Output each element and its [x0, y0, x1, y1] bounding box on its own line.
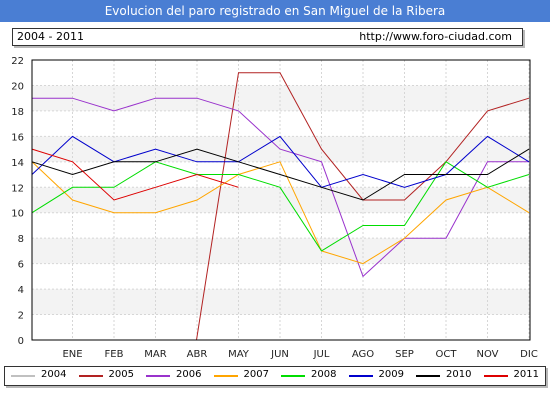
- x-tick-label: MAY: [228, 349, 250, 360]
- grid-band: [32, 314, 530, 340]
- y-tick-label: 8: [18, 234, 24, 245]
- y-tick-label: 18: [11, 107, 24, 118]
- y-tick-label: 20: [11, 81, 24, 92]
- legend-label: 2006: [176, 369, 202, 380]
- grid-band: [32, 110, 530, 137]
- legend-label: 2008: [311, 369, 337, 380]
- y-axis-ticks: 0 2 4 6 8 10 12 14 16 18 20 22: [11, 56, 24, 347]
- grid-band: [32, 85, 530, 111]
- x-tick-label: AGO: [352, 349, 374, 360]
- period-label: 2004 - 2011: [17, 30, 84, 43]
- legend-swatch: [483, 375, 508, 377]
- y-tick-label: 22: [11, 56, 24, 67]
- y-tick-label: 10: [11, 209, 24, 220]
- series-line-2010: [31, 148, 530, 201]
- x-tick-label: FEB: [105, 349, 124, 360]
- x-tick-label: MAR: [144, 349, 166, 360]
- y-tick-label: 16: [11, 132, 24, 143]
- legend-swatch: [348, 375, 373, 377]
- y-tick-label: 6: [18, 260, 24, 271]
- grid-band: [32, 238, 530, 264]
- grid-band: [32, 187, 530, 213]
- legend-swatch: [416, 375, 440, 377]
- x-tick-label: OCT: [436, 349, 458, 360]
- legend-label: 2007: [243, 369, 269, 380]
- series-line-2006: [32, 97, 529, 278]
- legend-swatch: [11, 375, 35, 377]
- x-tick-label: SEP: [395, 349, 414, 360]
- source-url: http://www.foro-ciudad.com: [359, 30, 512, 43]
- legend-swatch: [213, 375, 238, 377]
- info-box: 2004 - 2011 http://www.foro-ciudad.com: [12, 28, 523, 46]
- y-tick-label: 0: [18, 336, 24, 347]
- x-tick-label: NOV: [476, 349, 498, 360]
- y-tick-label: 12: [11, 183, 24, 194]
- legend-label: 2011: [513, 369, 539, 380]
- legend-label: 2010: [446, 369, 472, 380]
- x-tick-label: ENE: [62, 349, 82, 360]
- grid-band: [32, 212, 530, 239]
- y-tick-label: 14: [11, 158, 24, 169]
- legend-label: 2009: [378, 369, 404, 380]
- y-tick-label: 4: [18, 285, 24, 296]
- legend: 2004 2005 2006 2007 2008 2009 2010 2011: [4, 366, 546, 386]
- grid-band: [32, 60, 530, 86]
- grid-band: [32, 263, 530, 290]
- chart-title: Evolucion del paro registrado en San Mig…: [104, 4, 446, 18]
- series-line-2011: [31, 148, 239, 201]
- x-tick-label: JUN: [270, 349, 289, 360]
- series-line-2008: [31, 161, 530, 252]
- series-line-2007: [31, 161, 530, 265]
- legend-swatch: [146, 375, 170, 377]
- legend-swatch: [78, 375, 103, 377]
- plot-frame: [31, 59, 531, 341]
- legend-label: 2004: [41, 369, 67, 380]
- y-tick-label: 2: [18, 311, 24, 322]
- x-tick-label: DIC: [520, 349, 538, 360]
- grid: [32, 59, 530, 341]
- legend-swatch: [281, 375, 305, 377]
- legend-label: 2005: [108, 369, 134, 380]
- grid-band: [32, 289, 530, 315]
- x-tick-label: ABR: [187, 349, 208, 360]
- series-lines: [31, 72, 530, 341]
- x-axis-ticks: ENE FEB MAR ABR MAY JUN JUL AGO SEP OCT NOV DIC: [62, 349, 537, 360]
- line-chart: 0 2 4 6 8 10 12 14 16 18 20 22 ENE FEB MAR ABR MAY JUN JU…: [11, 56, 538, 360]
- title-bar: Evolucion del paro registrado en San Mig…: [0, 0, 550, 22]
- x-tick-label: JUL: [313, 349, 330, 360]
